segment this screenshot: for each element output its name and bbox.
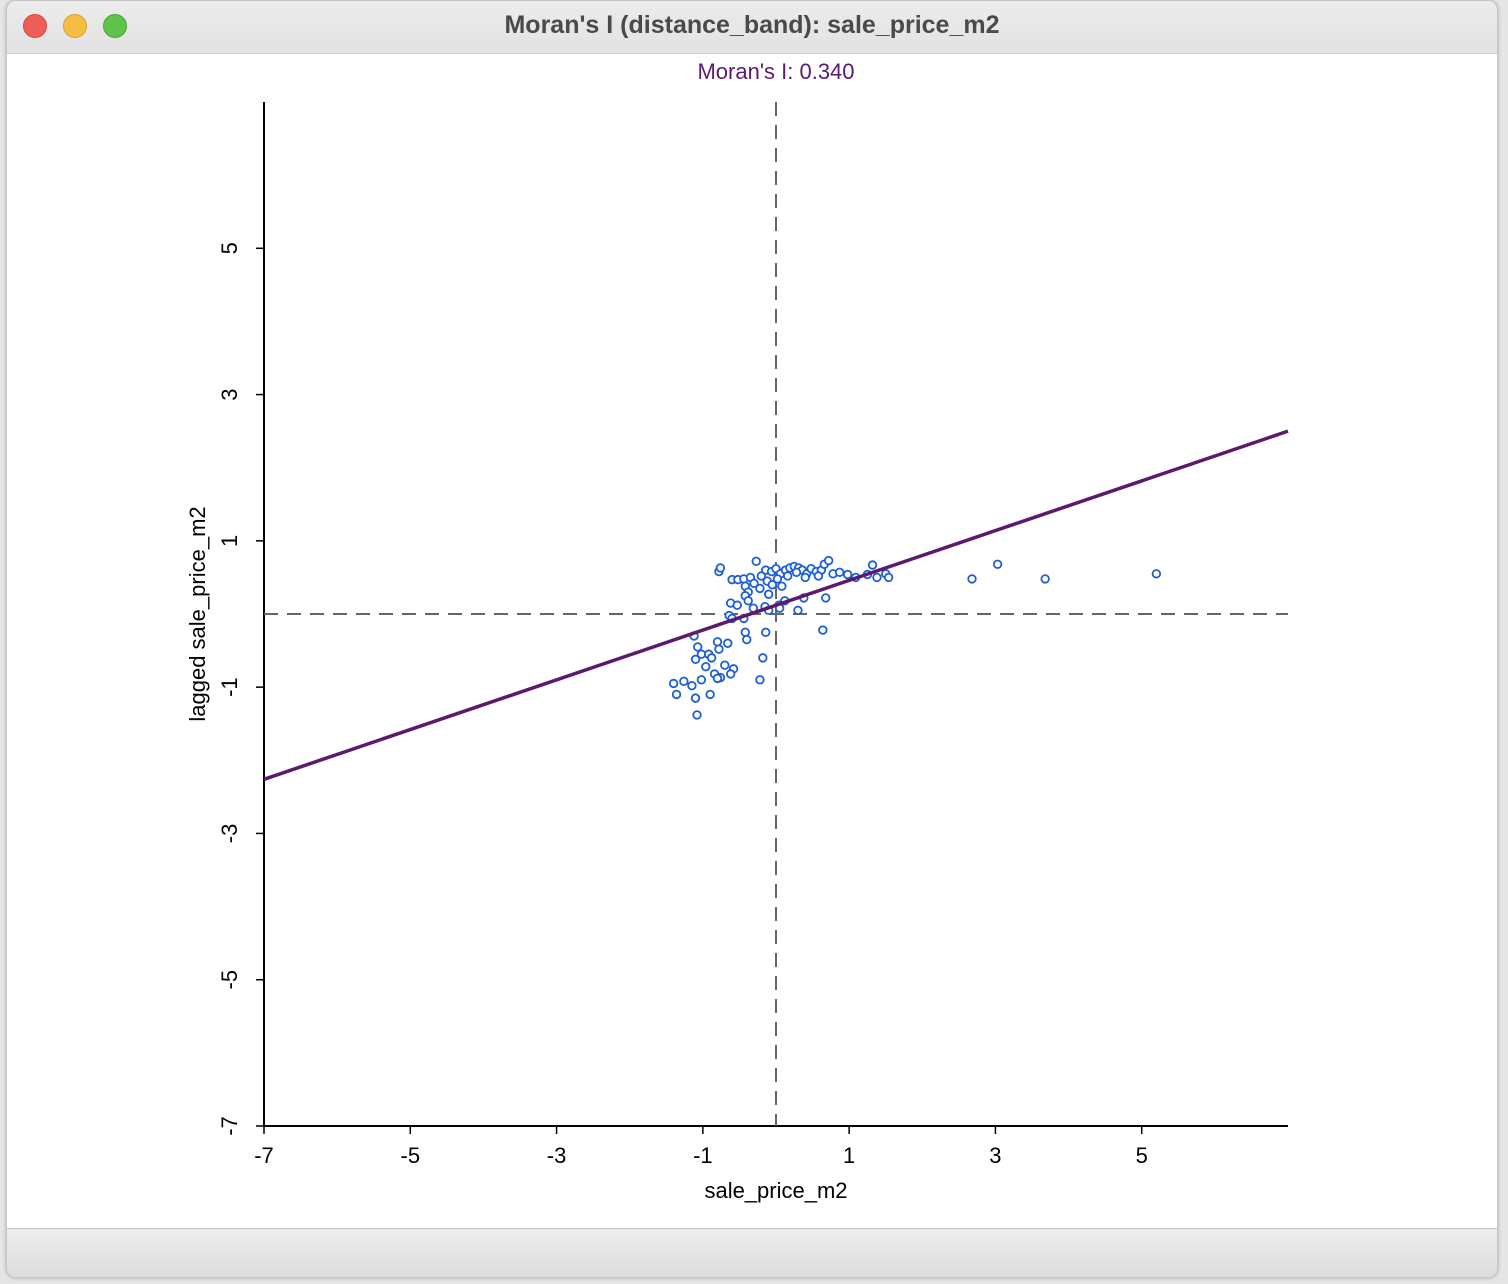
data-point[interactable] [749,578,759,588]
data-point[interactable] [821,593,831,603]
x-axis-label: sale_price_m2 [704,1178,847,1203]
data-point[interactable] [872,572,882,583]
data-point[interactable] [701,661,711,672]
y-axis-label: lagged sale_price_m2 [185,506,210,721]
y-tick-label: 5 [217,242,242,254]
data-point[interactable] [740,627,750,637]
y-tick-label: -3 [217,824,242,844]
moran-scatter-window: Moran's I (distance_band): sale_price_m2… [6,0,1498,1278]
data-point[interactable] [712,637,723,647]
data-point[interactable] [725,669,736,679]
data-point[interactable] [1151,569,1162,579]
background-window-edge [1497,52,1508,1112]
window-bottom-bar [7,1228,1497,1277]
data-point[interactable] [767,580,778,590]
data-point[interactable] [690,693,701,703]
data-point[interactable] [723,638,733,648]
zoom-window-button[interactable] [103,14,127,38]
data-point[interactable] [743,596,753,606]
data-point[interactable] [690,654,701,665]
data-point[interactable] [715,563,726,573]
x-tick-label: -5 [401,1143,421,1168]
close-window-button[interactable] [23,14,47,38]
data-point[interactable] [761,627,771,637]
data-point[interactable] [714,644,724,654]
minimize-window-button[interactable] [63,14,87,38]
data-point[interactable] [823,555,834,566]
data-point[interactable] [818,625,828,635]
data-point[interactable] [842,569,853,580]
regression-line [263,429,1289,781]
data-point[interactable] [791,567,802,578]
data-point[interactable] [883,572,894,583]
data-point[interactable] [712,673,723,684]
data-point[interactable] [732,600,742,610]
data-point[interactable] [671,689,682,700]
x-tick-label: 5 [1136,1143,1148,1168]
data-point[interactable] [751,556,761,567]
data-point[interactable] [867,560,878,570]
y-tick-label: 1 [217,535,242,547]
data-point[interactable] [763,589,774,599]
data-point[interactable] [696,675,707,685]
y-tick-label: -7 [217,1116,242,1136]
data-point[interactable] [755,583,765,594]
y-tick-label: -1 [217,677,242,697]
x-tick-label: -1 [693,1143,713,1168]
data-point[interactable] [813,571,824,581]
data-point[interactable] [693,642,703,652]
data-point[interactable] [706,653,717,663]
x-tick-label: -3 [547,1143,567,1168]
x-tick-label: -7 [254,1143,274,1168]
x-tick-label: 1 [843,1143,855,1168]
data-point[interactable] [992,559,1003,569]
data-point[interactable] [705,689,715,700]
data-point[interactable] [1040,574,1050,584]
data-point[interactable] [783,571,793,581]
data-point[interactable] [967,574,977,584]
data-point[interactable] [742,634,752,645]
data-point[interactable] [834,567,845,578]
data-point[interactable] [720,660,730,670]
window-title: Moran's I (distance_band): sale_price_m2 [504,11,1000,39]
y-tick-label: 3 [217,388,242,400]
data-point[interactable] [777,581,787,591]
data-point[interactable] [758,653,768,663]
chart-title: Moran's I: 0.340 [697,59,854,84]
data-point[interactable] [687,680,697,691]
data-point[interactable] [755,675,765,685]
data-point[interactable] [679,676,689,686]
window-titlebar: Moran's I (distance_band): sale_price_m2 [7,1,1497,54]
moran-scatter-plot[interactable]: Moran's I: 0.340 -7 -5 -3 -1 1 3 5 -7 -5 -3 -1 1 3 5 sa… [7,54,1497,1230]
data-point[interactable] [793,605,803,616]
x-tick-label: 3 [989,1143,1001,1168]
data-point[interactable] [668,678,679,689]
data-point[interactable] [772,574,783,584]
y-tick-label: -5 [217,970,242,990]
data-point[interactable] [800,572,810,583]
data-point[interactable] [692,710,702,720]
